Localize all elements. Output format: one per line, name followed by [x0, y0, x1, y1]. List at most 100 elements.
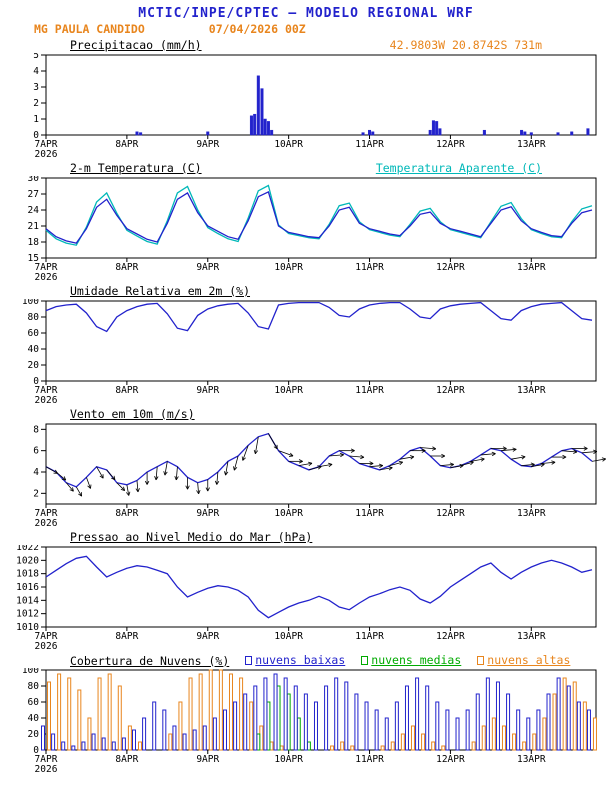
location-coordinates: 42.9803W 20.8742S 731m — [389, 38, 542, 52]
svg-text:10APR: 10APR — [274, 631, 303, 642]
panel-pressure: Pressao ao Nivel Medio do Mar (hPa) 1010… — [0, 530, 612, 651]
svg-text:13APR: 13APR — [517, 754, 546, 765]
svg-text:0: 0 — [33, 745, 39, 756]
svg-text:7APR: 7APR — [35, 139, 58, 150]
svg-text:12APR: 12APR — [436, 139, 465, 150]
svg-text:7APR: 7APR — [35, 508, 58, 519]
high-clouds-label: nuvens altas — [487, 653, 571, 667]
svg-text:100: 100 — [22, 299, 39, 307]
svg-text:2026: 2026 — [35, 518, 58, 528]
header-subline: MG PAULA CANDIDO 07/04/2026 00Z — [0, 22, 612, 36]
svg-text:7APR: 7APR — [35, 631, 58, 642]
svg-text:80: 80 — [28, 312, 40, 323]
svg-text:21: 21 — [28, 221, 40, 232]
svg-text:10APR: 10APR — [274, 754, 303, 765]
svg-text:1016: 1016 — [16, 582, 39, 593]
run-datetime: 07/04/2026 00Z — [208, 22, 306, 36]
svg-text:2026: 2026 — [35, 149, 58, 159]
svg-text:8: 8 — [33, 424, 39, 435]
mid-clouds-swatch-icon — [361, 655, 369, 665]
svg-text:24: 24 — [28, 205, 40, 216]
svg-text:13APR: 13APR — [517, 631, 546, 642]
svg-text:10APR: 10APR — [274, 139, 303, 150]
svg-text:12APR: 12APR — [436, 385, 465, 396]
panel-temperature: 2-m Temperatura (C) Temperatura Aparente… — [0, 161, 612, 282]
station-name: MG PAULA CANDIDO — [34, 22, 145, 36]
svg-text:12APR: 12APR — [436, 754, 465, 765]
svg-text:7APR: 7APR — [35, 385, 58, 396]
high-clouds-swatch-icon — [477, 655, 485, 665]
page-title: MCTIC/INPE/CPTEC — MODELO REGIONAL WRF — [138, 6, 474, 21]
panel-cloud-cover-titlerow: Cobertura de Nuvens (%) nuvens baixas nu… — [0, 653, 612, 668]
svg-text:2026: 2026 — [35, 395, 58, 405]
svg-text:30: 30 — [28, 176, 40, 184]
svg-text:2026: 2026 — [35, 641, 58, 651]
svg-text:20: 20 — [28, 360, 40, 371]
svg-text:13APR: 13APR — [517, 508, 546, 519]
legend-mid-clouds: nuvens medias — [361, 653, 461, 667]
svg-text:12APR: 12APR — [436, 631, 465, 642]
svg-text:3: 3 — [33, 82, 39, 93]
svg-text:8APR: 8APR — [115, 262, 138, 273]
svg-text:2: 2 — [33, 98, 39, 109]
low-clouds-swatch-icon — [245, 655, 253, 665]
svg-text:9APR: 9APR — [196, 139, 219, 150]
svg-text:8APR: 8APR — [115, 508, 138, 519]
svg-text:9APR: 9APR — [196, 631, 219, 642]
svg-text:100: 100 — [22, 668, 39, 676]
panel-cloud-cover-title: Cobertura de Nuvens (%) — [70, 653, 230, 668]
svg-text:1018: 1018 — [16, 569, 39, 580]
svg-text:4: 4 — [33, 467, 39, 478]
svg-text:60: 60 — [28, 697, 40, 708]
svg-text:11APR: 11APR — [355, 754, 384, 765]
svg-text:11APR: 11APR — [355, 385, 384, 396]
svg-text:18: 18 — [28, 237, 40, 248]
legend-high-clouds: nuvens altas — [477, 653, 570, 667]
svg-text:11APR: 11APR — [355, 508, 384, 519]
panel-wind: Vento em 10m (m/s) 2 4 6 8 7APR 2026 8APR 9APR 1… — [0, 407, 612, 528]
svg-text:8APR: 8APR — [115, 139, 138, 150]
svg-text:10APR: 10APR — [274, 508, 303, 519]
svg-text:20: 20 — [28, 729, 40, 740]
svg-text:12APR: 12APR — [436, 262, 465, 273]
svg-text:0: 0 — [33, 376, 39, 387]
panel-pressure-titlerow: Pressao ao Nivel Medio do Mar (hPa) — [0, 530, 612, 545]
apparent-temperature-legend: Temperatura Aparente (C) — [375, 161, 542, 175]
svg-text:1022: 1022 — [16, 545, 39, 553]
svg-text:8APR: 8APR — [115, 631, 138, 642]
panel-precipitation-titlerow: Precipitacao (mm/h) 42.9803W 20.8742S 73… — [0, 38, 612, 53]
svg-text:13APR: 13APR — [517, 139, 546, 150]
svg-text:1: 1 — [33, 114, 39, 125]
svg-text:15: 15 — [28, 253, 39, 264]
svg-text:1020: 1020 — [16, 555, 39, 566]
svg-text:11APR: 11APR — [355, 262, 384, 273]
panel-precipitation-title: Precipitacao (mm/h) — [70, 38, 202, 52]
svg-text:2026: 2026 — [35, 764, 58, 774]
svg-text:1012: 1012 — [16, 609, 39, 620]
svg-text:27: 27 — [28, 189, 39, 200]
panel-wind-titlerow: Vento em 10m (m/s) — [0, 407, 612, 422]
panel-humidity-titlerow: Umidade Relativa em 2m (%) — [0, 284, 612, 299]
panel-temperature-title: 2-m Temperatura (C) — [70, 161, 202, 175]
svg-text:2026: 2026 — [35, 272, 58, 282]
svg-text:1010: 1010 — [16, 622, 39, 633]
svg-text:5: 5 — [33, 53, 39, 61]
panel-humidity: Umidade Relativa em 2m (%) 0 20 40 60 80 100 7… — [0, 284, 612, 405]
svg-text:7APR: 7APR — [35, 754, 58, 765]
svg-text:12APR: 12APR — [436, 508, 465, 519]
panel-precipitation: Precipitacao (mm/h) 42.9803W 20.8742S 73… — [0, 38, 612, 159]
svg-text:8APR: 8APR — [115, 385, 138, 396]
svg-text:60: 60 — [28, 328, 40, 339]
legend-low-clouds: nuvens baixas — [245, 653, 345, 667]
svg-text:9APR: 9APR — [196, 508, 219, 519]
svg-text:9APR: 9APR — [196, 262, 219, 273]
svg-text:10APR: 10APR — [274, 262, 303, 273]
svg-text:9APR: 9APR — [196, 754, 219, 765]
